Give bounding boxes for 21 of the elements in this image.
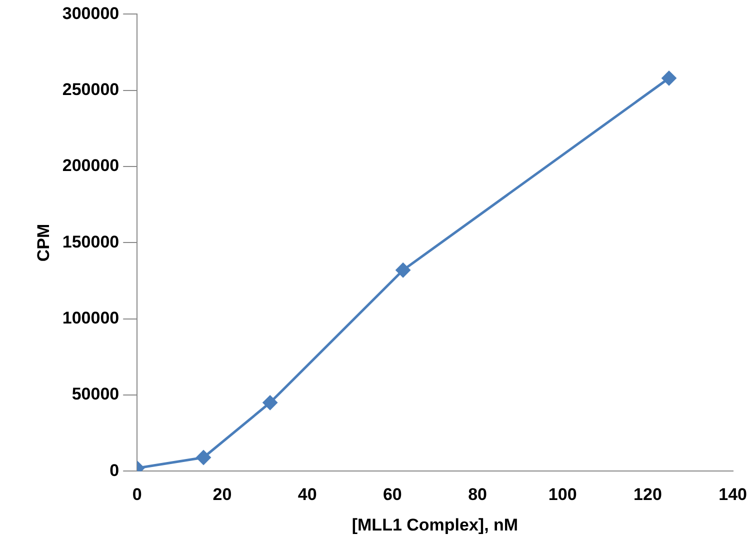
y-tick-label: 200000: [62, 156, 120, 176]
point: [396, 262, 411, 278]
x-tick-label: 120: [634, 485, 662, 504]
y-tick-label: 0: [110, 460, 120, 480]
x-tick-label: 140: [718, 485, 748, 504]
point: [661, 70, 676, 86]
y-tick-label: 50000: [72, 384, 120, 404]
x-tick-label: 60: [382, 485, 402, 504]
point: [262, 395, 278, 410]
point: [196, 450, 212, 465]
y-tick-label: 100000: [62, 308, 120, 328]
x-tick-label: 0: [132, 485, 142, 504]
y-tick-label: 250000: [62, 80, 120, 100]
y-axis-title: CPM: [34, 224, 53, 262]
x-tick-label: 100: [548, 485, 577, 504]
x-tick-label: 20: [212, 485, 232, 504]
y-tick-label: 150000: [62, 232, 120, 252]
y-tick-label: 300000: [62, 4, 120, 23]
x-tick-label: 80: [468, 485, 487, 504]
x-tick-label: 40: [298, 485, 317, 504]
x-axis-title: [MLL1 Complex], nM: [352, 515, 518, 534]
